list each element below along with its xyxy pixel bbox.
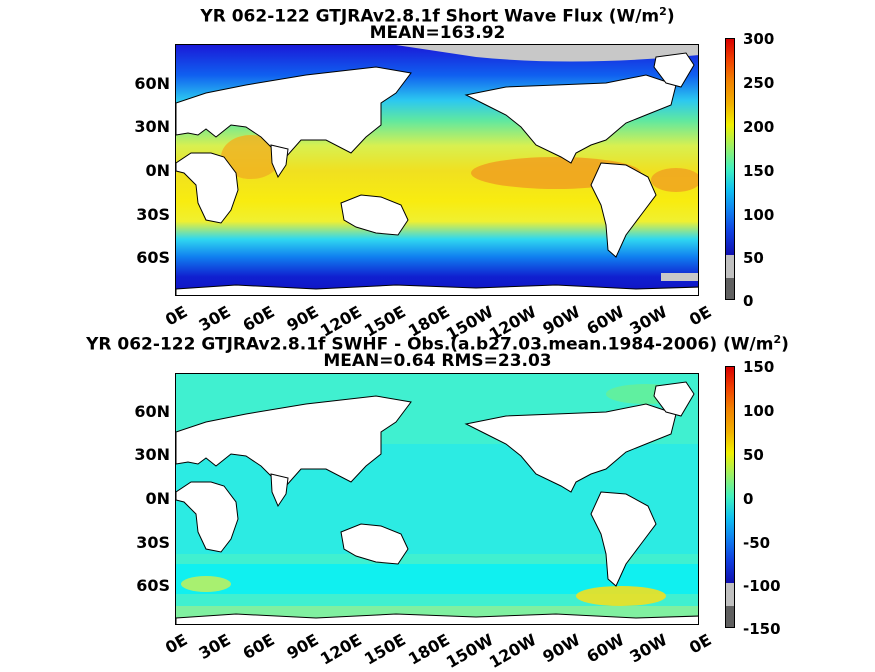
x-tick-label: 120E xyxy=(317,630,366,669)
chart-subtitle: MEAN=0.64 RMS=23.03 xyxy=(323,351,552,371)
colorbar-tick-label: 0 xyxy=(743,490,754,508)
y-tick-label: 60S xyxy=(136,248,170,267)
x-tick-label: 150W xyxy=(442,630,497,672)
chart-title: YR 062-122 GTJRAv2.8.1f SWHF - Obs.(a.b2… xyxy=(86,333,789,355)
y-tick-label: 0N xyxy=(145,161,170,180)
colorbar-tick-label: -100 xyxy=(743,577,781,595)
panel-shortwave-bias: YR 062-122 GTJRAv2.8.1f SWHF - Obs.(a.b2… xyxy=(0,328,875,672)
x-tick-label: 0E xyxy=(161,302,191,330)
y-tick-label: 30S xyxy=(136,533,170,552)
colorbar-tick-label: 0 xyxy=(743,292,754,310)
y-tick-label: 30S xyxy=(136,205,170,224)
colorbar-tick-label: 300 xyxy=(743,30,775,48)
map-plot xyxy=(175,44,699,296)
x-tick-label: 90W xyxy=(539,630,584,667)
colorbar-tick-label: 150 xyxy=(743,358,775,376)
y-tick-label: 0N xyxy=(145,489,170,508)
colorbar-tick-label: -50 xyxy=(743,534,771,552)
panel-shortwave-flux: YR 062-122 GTJRAv2.8.1f Short Wave Flux … xyxy=(0,0,875,344)
x-tick-label: 60E xyxy=(239,630,278,664)
x-tick-label: 30E xyxy=(195,630,235,664)
y-tick-label: 60N xyxy=(134,74,170,93)
colorbar-tick-label: 200 xyxy=(743,118,775,136)
y-tick-label: 30N xyxy=(134,117,170,136)
x-tick-label: 180E xyxy=(404,630,453,669)
x-tick-label: 150E xyxy=(360,630,409,669)
map-plot xyxy=(175,373,699,625)
colorbar-tick-label: 50 xyxy=(743,446,764,464)
colorbar xyxy=(725,366,735,628)
chart-subtitle: MEAN=163.92 xyxy=(369,23,506,43)
x-tick-label: 30W xyxy=(626,630,671,667)
y-tick-label: 30N xyxy=(134,445,170,464)
colorbar-tick-label: 250 xyxy=(743,74,775,92)
x-tick-label: 90E xyxy=(283,630,322,664)
x-tick-label: 120W xyxy=(486,630,540,672)
y-tick-label: 60S xyxy=(136,576,170,595)
y-tick-label: 60N xyxy=(134,402,170,421)
colorbar-tick-label: 150 xyxy=(743,162,775,180)
x-tick-label: 0E xyxy=(685,302,715,330)
x-tick-label: 0E xyxy=(685,630,715,658)
colorbar-tick-label: 50 xyxy=(743,249,764,267)
colorbar-tick-label: 100 xyxy=(743,206,775,224)
chart-title: YR 062-122 GTJRAv2.8.1f Short Wave Flux … xyxy=(200,5,675,27)
colorbar-tick-label: -150 xyxy=(743,620,781,638)
colorbar xyxy=(725,38,735,300)
x-tick-label: 0E xyxy=(161,630,191,658)
x-tick-label: 60W xyxy=(583,630,628,667)
colorbar-tick-label: 100 xyxy=(743,402,775,420)
